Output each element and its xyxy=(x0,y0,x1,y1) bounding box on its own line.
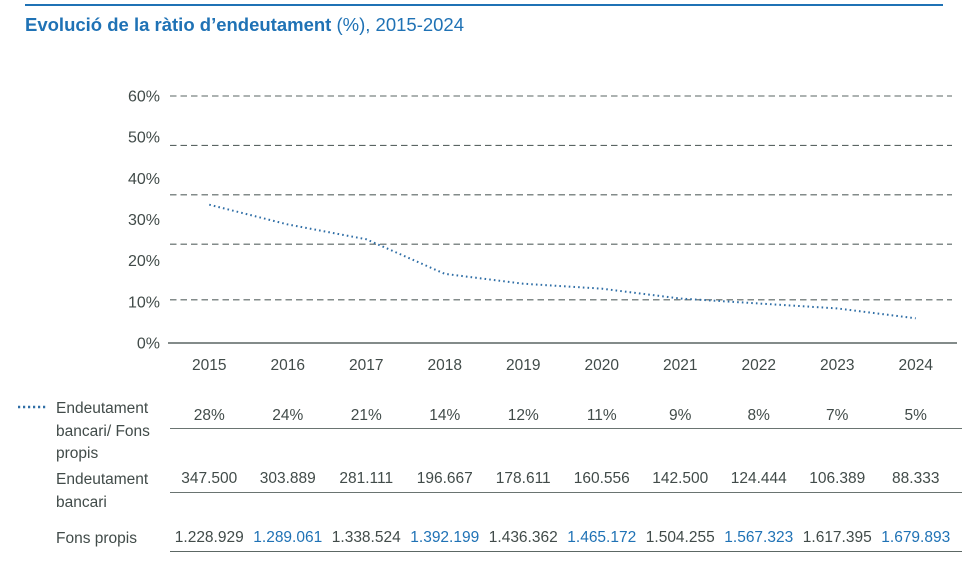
x-axis-label: 2022 xyxy=(742,357,776,374)
table-cell: 1.289.061 xyxy=(253,529,323,546)
table-cell: 1.617.395 xyxy=(802,529,872,546)
table-cell: 281.111 xyxy=(339,470,394,487)
x-axis-label: 2015 xyxy=(192,357,226,374)
x-axis-label: 2023 xyxy=(820,357,854,374)
table-cell: 5% xyxy=(904,407,927,424)
table-cell: 12% xyxy=(507,407,539,424)
table-bottom-rule xyxy=(170,551,962,552)
x-axis-label: 2024 xyxy=(899,357,934,374)
y-axis-label: 60% xyxy=(128,89,160,106)
table-cell: 88.333 xyxy=(892,470,940,487)
table-cell: 24% xyxy=(272,407,304,424)
table-cell: 106.389 xyxy=(809,470,866,487)
line-chart: 60% 50% 40% 30% 20% 10% 0% 2015 2016 2017 2018 2019… xyxy=(128,89,957,374)
page-title-bold: Evolució de la ràtio d’endeutament xyxy=(25,14,332,35)
table-cell: 1.436.362 xyxy=(488,529,558,546)
x-axis-label: 2019 xyxy=(506,357,540,374)
x-axis-label: 2018 xyxy=(428,357,462,374)
table-cell: 303.889 xyxy=(259,470,316,487)
y-axis-label: 0% xyxy=(137,336,160,353)
y-axis-label: 30% xyxy=(128,212,160,229)
table-row-endeutament-values: 347.500 303.889 281.111 196.667 178.611 160.5… xyxy=(170,470,955,488)
table-cell: 142.500 xyxy=(652,470,709,487)
y-axis-label: 50% xyxy=(128,130,160,147)
y-axis-label: 40% xyxy=(128,171,160,188)
table-row-ratio-values: 28% 24% 21% 14% 12% 11% 9% 8% 7% 5% xyxy=(170,407,955,425)
table-cell: 160.556 xyxy=(573,470,630,487)
x-axis-label: 2021 xyxy=(663,357,697,374)
y-axis-label: 20% xyxy=(128,253,160,270)
table-cell: 1.465.172 xyxy=(567,529,637,546)
table-cell: 9% xyxy=(669,407,692,424)
row-label-endeutament: Endeutament bancari xyxy=(56,471,149,511)
table-cell: 21% xyxy=(350,407,382,424)
legend-dotted-line-icon xyxy=(18,405,48,409)
table-cell: 1.228.929 xyxy=(174,529,244,546)
page-title-regular: (%), 2015-2024 xyxy=(331,14,465,35)
table-cell: 14% xyxy=(429,407,461,424)
table-cell: 1.338.524 xyxy=(331,529,401,546)
table-cell: 1.567.323 xyxy=(724,529,794,546)
table-cell: 11% xyxy=(586,407,617,424)
y-axis-label: 10% xyxy=(128,294,160,311)
table-cell: 196.667 xyxy=(416,470,473,487)
title-rule xyxy=(25,4,943,6)
table-cell: 124.444 xyxy=(730,470,787,487)
row-label-ratio: Endeutament bancari/ Fons propis xyxy=(56,400,150,462)
table-cell: 8% xyxy=(747,407,770,424)
table-cell: 1.392.199 xyxy=(410,529,480,546)
row-label-fons-propis: Fons propis xyxy=(56,530,137,547)
page-title: Evolució de la ràtio d’endeutament (%), … xyxy=(25,13,464,37)
row-separator xyxy=(170,492,962,493)
table-cell: 1.679.893 xyxy=(881,529,951,546)
table-cell: 7% xyxy=(826,407,849,424)
table-row-fons-propis-values: 1.228.929 1.289.061 1.338.524 1.392.199 1.43… xyxy=(170,529,955,547)
data-line xyxy=(209,203,916,320)
x-axis-label: 2017 xyxy=(349,357,383,374)
x-axis-label: 2016 xyxy=(271,357,305,374)
table-cell: 178.611 xyxy=(495,470,551,487)
table-cell: 1.504.255 xyxy=(645,529,715,546)
x-axis-label: 2020 xyxy=(585,357,620,374)
table-cell: 28% xyxy=(193,407,225,424)
row-separator xyxy=(170,428,962,429)
table-cell: 347.500 xyxy=(181,470,238,487)
